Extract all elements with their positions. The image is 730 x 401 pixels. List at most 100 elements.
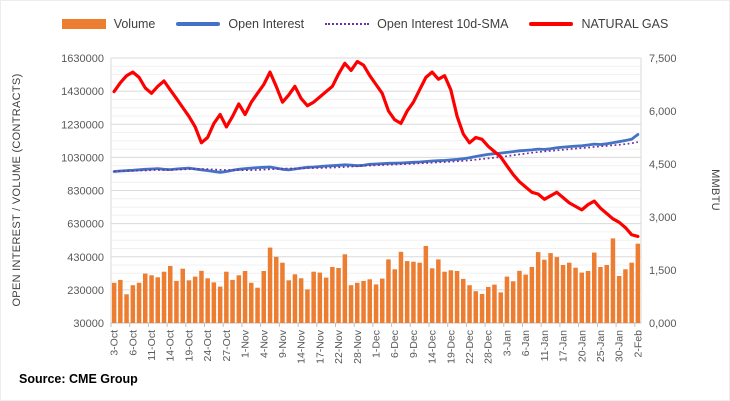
left-axis-tick-label: 230000: [67, 285, 104, 297]
volume-bar: [548, 253, 553, 323]
volume-bar: [411, 261, 416, 323]
volume-bar: [355, 282, 360, 323]
volume-bar: [567, 262, 572, 323]
volume-bar: [298, 278, 304, 323]
left-axis-tick-label: 30000: [73, 318, 104, 330]
volume-bar: [192, 276, 198, 323]
volume-bar: [629, 262, 634, 323]
left-axis-tick-label: 630000: [67, 219, 104, 231]
volume-bar: [492, 284, 497, 323]
x-tick-label: 3-Oct: [109, 330, 121, 356]
x-tick-label: 22-Dec: [464, 330, 476, 364]
volume-bar: [436, 259, 441, 323]
volume-bar: [224, 271, 229, 323]
x-tick-label: 27-Oct: [221, 330, 233, 362]
right-axis-tick-label: 3,000: [649, 212, 677, 224]
volume-bar: [635, 243, 641, 323]
volume-bar: [473, 291, 478, 323]
volume-bar: [286, 280, 291, 323]
x-tick-label: 14-Oct: [165, 330, 177, 362]
volume-bar: [255, 287, 260, 323]
x-tick-label: 2-Feb: [632, 330, 644, 358]
x-tick-label: 9-Nov: [277, 329, 289, 358]
volume-bar: [186, 280, 192, 323]
legend-label-open-interest-sma: Open Interest 10d-SMA: [377, 17, 509, 31]
volume-bar: [542, 259, 547, 323]
x-tick-label: 4-Nov: [258, 329, 270, 358]
volume-bar: [267, 247, 273, 323]
source-note: Source: CME Group: [19, 372, 138, 386]
volume-bar: [336, 268, 341, 323]
volume-bar: [342, 254, 348, 323]
chart-legend: Volume Open Interest Open Interest 10d-S…: [1, 17, 729, 31]
left-axis-tick-label: 1430000: [61, 86, 104, 98]
volume-bar: [168, 266, 173, 323]
volume-bar: [180, 268, 185, 323]
left-axis-tick-label: 1630000: [61, 53, 104, 65]
x-tick-label: 14-Dec: [427, 330, 439, 364]
volume-bar: [242, 271, 248, 323]
right-axis-tick-label: 7,500: [649, 53, 677, 65]
volume-bar: [579, 272, 584, 323]
volume-bar: [274, 256, 279, 324]
x-tick-label: 3-Jan: [501, 330, 513, 356]
sma-dotted-line-swatch-icon: [325, 23, 370, 25]
volume-bar: [199, 270, 204, 323]
volume-bar: [592, 252, 597, 323]
volume-bar: [118, 279, 123, 323]
volume-bar: [361, 280, 366, 323]
volume-bar: [280, 262, 285, 323]
right-axis-tick-label: 0,000: [649, 318, 677, 330]
left-axis-tick-label: 1030000: [61, 152, 104, 164]
legend-label-natural-gas: NATURAL GAS: [581, 17, 669, 31]
x-tick-label: 30-Jan: [614, 330, 626, 362]
volume-bar: [330, 267, 335, 323]
x-tick-label: 22-Nov: [333, 329, 345, 364]
volume-bar: [461, 278, 466, 323]
volume-bar: [211, 282, 217, 323]
volume-bar: [554, 257, 560, 323]
volume-bar: [174, 280, 179, 323]
volume-bar: [323, 277, 329, 323]
volume-bar: [529, 267, 535, 323]
x-tick-label: 11-Jan: [539, 330, 551, 361]
x-tick-label: 1-Nov: [240, 329, 252, 358]
x-tick-label: 24-Oct: [202, 330, 214, 362]
volume-bar: [486, 286, 491, 323]
x-tick-label: 1-Dec: [371, 330, 383, 358]
volume-bar: [261, 271, 266, 323]
legend-item-open-interest-sma: Open Interest 10d-SMA: [325, 17, 508, 31]
volume-bar: [429, 268, 435, 323]
volume-bar: [149, 275, 154, 323]
volume-bar: [161, 271, 167, 323]
legend-label-volume: Volume: [113, 17, 156, 31]
volume-bar: [560, 265, 566, 323]
volume-bar: [523, 274, 528, 323]
x-tick-label: 14-Nov: [296, 329, 308, 364]
volume-bar: [124, 294, 129, 323]
volume-bar: [305, 289, 310, 323]
x-tick-label: 6-Oct: [127, 330, 139, 356]
right-axis-tick-label: 4,500: [649, 159, 677, 171]
volume-bar: [230, 279, 235, 323]
natural-gas-line: [112, 59, 640, 238]
x-tick-label: 19-Dec: [445, 330, 457, 364]
volume-bar: [423, 246, 429, 323]
volume-bar: [292, 274, 298, 323]
volume-bar: [417, 262, 422, 323]
volume-bar: [111, 282, 117, 323]
legend-item-open-interest: Open Interest: [176, 17, 304, 31]
volume-bar: [535, 252, 541, 323]
volume-bar: [573, 267, 578, 323]
volume-bar-swatch-icon: [61, 19, 106, 29]
right-axis-tick-label: 1,500: [649, 265, 677, 277]
volume-bar: [317, 272, 323, 323]
volume-bar: [479, 294, 485, 323]
legend-item-natural-gas: NATURAL GAS: [529, 17, 668, 31]
volume-bar: [467, 285, 472, 323]
volume-bar: [504, 276, 510, 323]
volume-bar: [155, 277, 160, 323]
x-tick-label: 9-Dec: [408, 330, 420, 358]
